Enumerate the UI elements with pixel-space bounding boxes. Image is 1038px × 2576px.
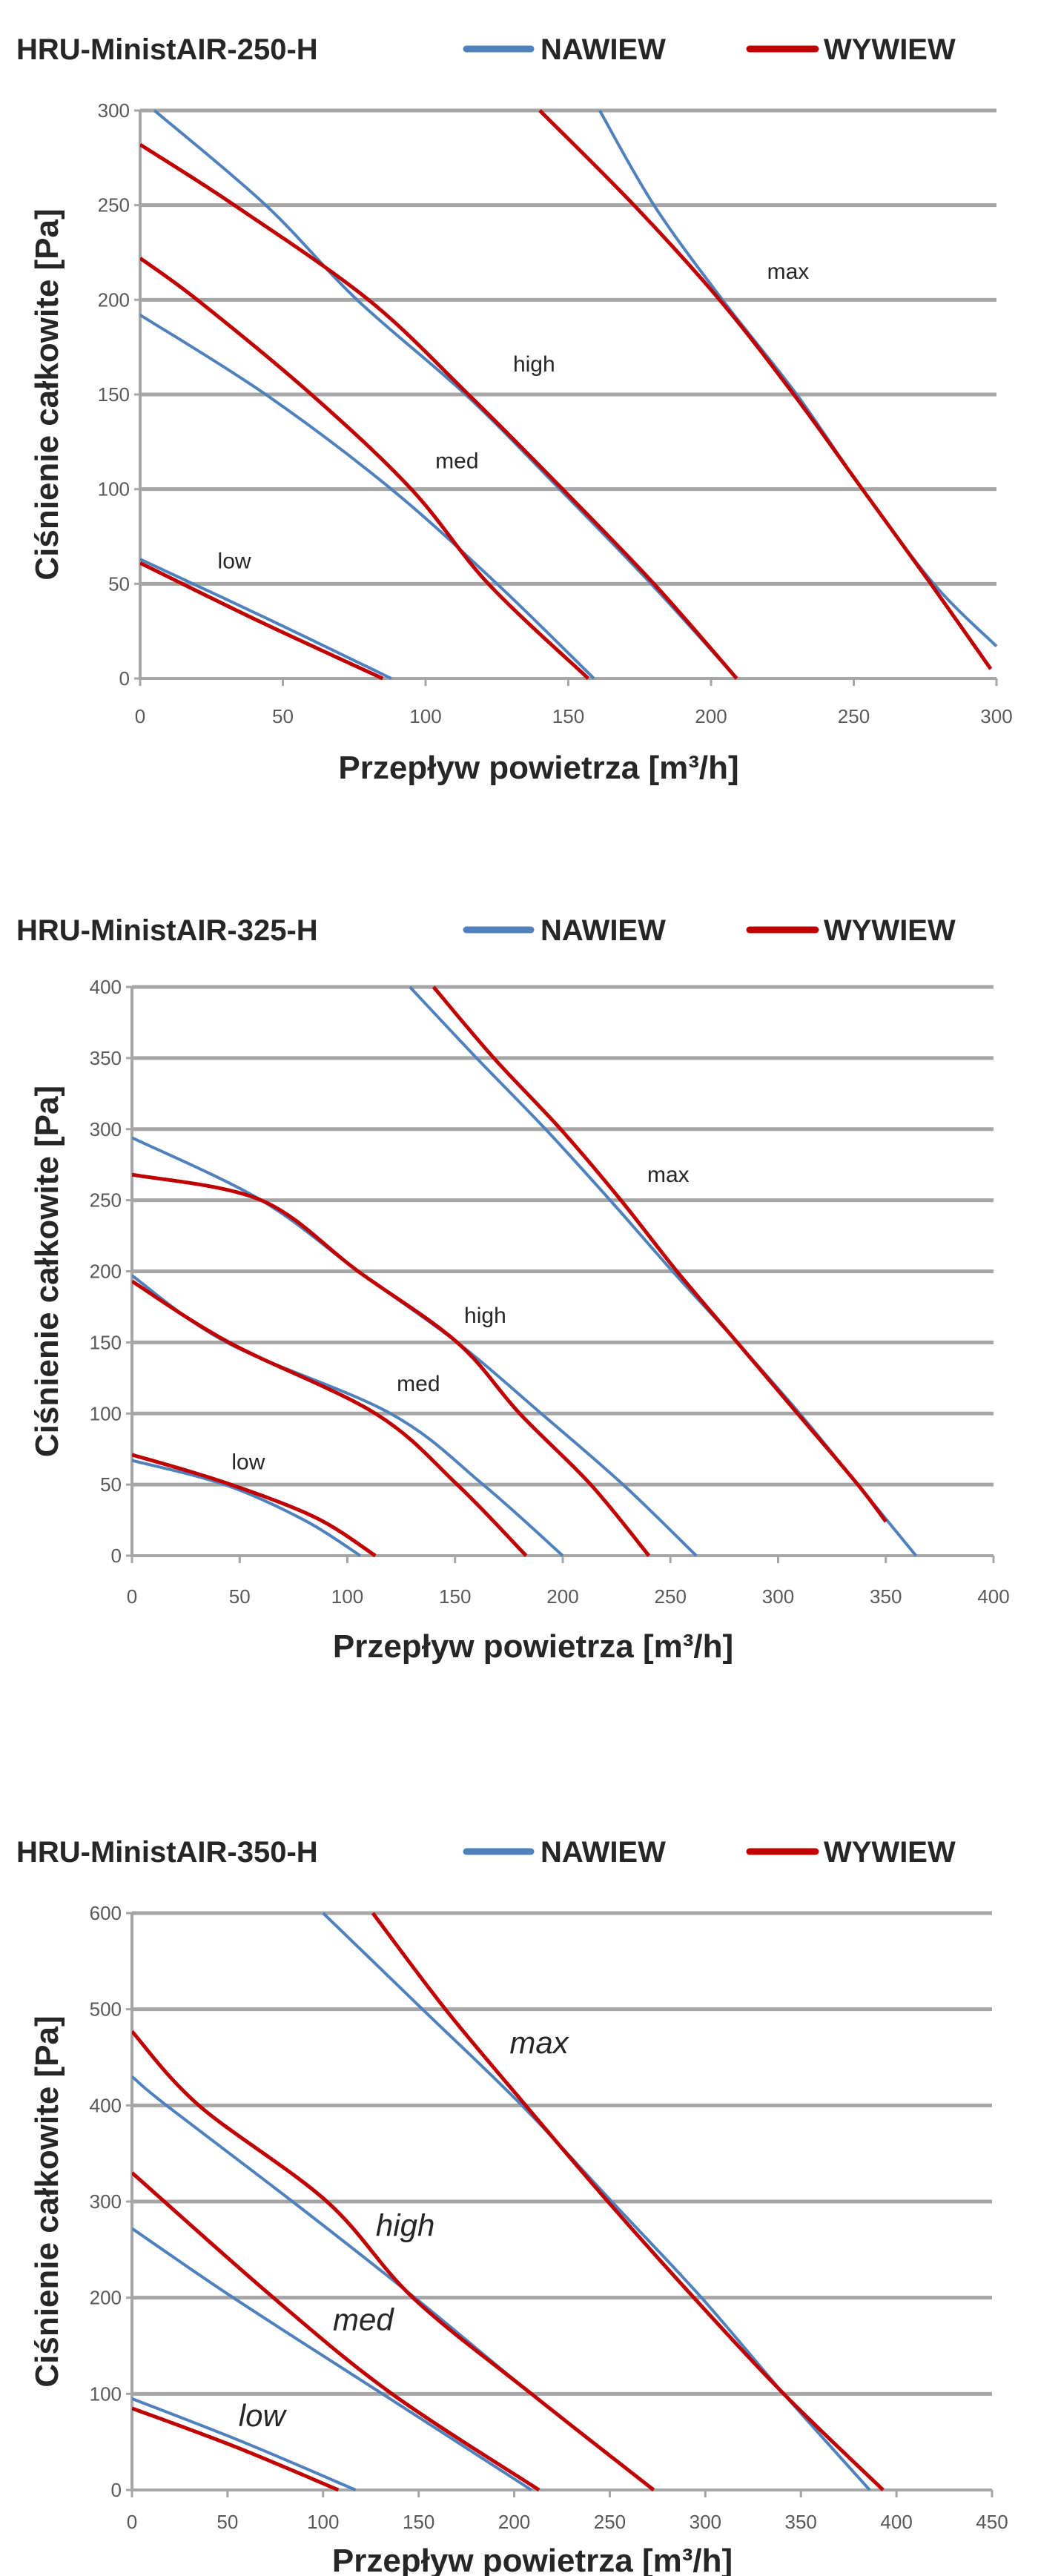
curve-wywiew-max xyxy=(538,109,993,670)
curve-label-low: low xyxy=(218,549,251,574)
curve-nawiew-low xyxy=(132,2397,357,2491)
y-tick-label: 50 xyxy=(100,1473,122,1496)
curve-wywiew-max xyxy=(432,985,887,1523)
y-tick-label: 300 xyxy=(98,99,130,122)
chart-title: HRU-MinistAIR-325-H xyxy=(16,914,318,947)
x-tick-label: 450 xyxy=(976,2511,1008,2533)
y-tick-label: 50 xyxy=(108,572,130,595)
x-tick-label: 0 xyxy=(127,2511,137,2533)
x-axis-title: Przepływ powietrza [m³/h] xyxy=(338,750,738,786)
curve-nawiew-max xyxy=(598,110,998,648)
y-tick-label: 300 xyxy=(90,2190,122,2213)
y-tick-label: 600 xyxy=(90,1902,122,1924)
y-tick-label: 250 xyxy=(98,194,130,217)
x-tick-label: 150 xyxy=(439,1585,471,1608)
x-tick-label: 300 xyxy=(980,705,1012,727)
x-tick-label: 150 xyxy=(403,2511,434,2533)
curve-label-high: high xyxy=(376,2207,434,2242)
x-tick-label: 300 xyxy=(762,1585,794,1608)
y-axis-title: Ciśnienie całkowite [Pa] xyxy=(29,1086,65,1457)
x-tick-label: 50 xyxy=(272,705,294,727)
curve-nawiew-low xyxy=(132,1459,362,1557)
x-axis-title: Przepływ powietrza [m³/h] xyxy=(332,2543,733,2576)
x-tick-label: 100 xyxy=(307,2511,339,2533)
x-tick-label: 100 xyxy=(331,1585,363,1608)
x-tick-label: 200 xyxy=(546,1585,578,1608)
chart-3: HRU-MinistAIR-350-H NAWIEW WYWIEW 0 100 200 30… xyxy=(16,1836,1008,2576)
y-tick-label: 100 xyxy=(98,478,130,501)
legend-label-wywiew: WYWIEW xyxy=(824,1836,956,1869)
x-tick-label: 50 xyxy=(229,1585,251,1608)
x-tick-label: 0 xyxy=(135,705,145,727)
y-tick-label: 150 xyxy=(98,383,130,406)
curve-wywiew-med xyxy=(140,257,590,680)
curve-wywiew-high xyxy=(132,1172,651,1557)
curve-label-low: low xyxy=(231,1450,265,1474)
curve-label-med: med xyxy=(435,449,478,473)
curve-label-max: max xyxy=(509,2025,569,2060)
x-tick-label: 200 xyxy=(695,705,727,727)
curve-wywiew-high xyxy=(140,142,738,680)
chart-title: HRU-MinistAIR-350-H xyxy=(16,1836,318,1869)
curve-label-high: high xyxy=(513,352,555,377)
curve-nawiew-med xyxy=(132,2227,532,2491)
x-tick-label: 250 xyxy=(655,1585,687,1608)
y-tick-label: 200 xyxy=(98,288,130,311)
y-axis-title: Ciśnienie całkowite [Pa] xyxy=(29,208,65,580)
x-tick-label: 250 xyxy=(838,705,870,727)
chart-1: HRU-MinistAIR-250-H NAWIEW WYWIEW 0 50 100 150… xyxy=(16,33,1013,786)
x-tick-label: 400 xyxy=(880,2511,912,2533)
y-tick-label: 0 xyxy=(111,2479,122,2501)
curve-label-max: max xyxy=(647,1163,690,1187)
x-tick-label: 350 xyxy=(785,2511,817,2533)
curve-label-med: med xyxy=(397,1372,440,1396)
y-tick-label: 400 xyxy=(90,2094,122,2116)
y-tick-label: 250 xyxy=(90,1189,122,1212)
y-tick-label: 100 xyxy=(90,2382,122,2405)
y-tick-label: 0 xyxy=(119,667,130,690)
x-tick-label: 250 xyxy=(594,2511,626,2533)
y-tick-label: 200 xyxy=(90,1261,122,1283)
x-tick-label: 300 xyxy=(690,2511,721,2533)
y-tick-label: 500 xyxy=(90,1998,122,2021)
y-axis-title: Ciśnienie całkowite [Pa] xyxy=(29,2015,65,2387)
curve-wywiew-high xyxy=(132,2030,655,2491)
legend-label-wywiew: WYWIEW xyxy=(824,33,956,66)
x-axis-title: Przepływ powietrza [m³/h] xyxy=(333,1628,733,1665)
x-tick-label: 100 xyxy=(409,705,441,727)
chart-2: HRU-MinistAIR-325-H NAWIEW WYWIEW 0 50 100 150… xyxy=(16,914,1010,1665)
y-tick-label: 300 xyxy=(90,1118,122,1140)
curve-label-high: high xyxy=(464,1304,506,1328)
chart-title: HRU-MinistAIR-250-H xyxy=(16,33,318,66)
curve-nawiew-high xyxy=(153,109,738,680)
x-tick-label: 150 xyxy=(552,705,584,727)
y-tick-label: 150 xyxy=(90,1331,122,1353)
y-tick-label: 200 xyxy=(90,2287,122,2309)
curve-label-low: low xyxy=(239,2398,288,2433)
y-tick-label: 400 xyxy=(90,976,122,998)
x-tick-label: 350 xyxy=(870,1585,902,1608)
curve-nawiew-med xyxy=(140,314,595,680)
x-tick-label: 400 xyxy=(977,1585,1009,1608)
curve-label-med: med xyxy=(333,2302,394,2336)
x-tick-label: 50 xyxy=(216,2511,238,2533)
y-tick-label: 0 xyxy=(111,1545,122,1567)
x-tick-label: 0 xyxy=(127,1585,137,1608)
curve-wywiew-med xyxy=(132,1279,528,1557)
curve-nawiew-low xyxy=(140,558,392,680)
curve-wywiew-max xyxy=(371,1912,885,2491)
legend-label-nawiew: NAWIEW xyxy=(541,914,666,947)
curve-wywiew-low xyxy=(140,561,384,680)
y-tick-label: 350 xyxy=(90,1047,122,1069)
legend-label-wywiew: WYWIEW xyxy=(824,914,956,947)
curve-wywiew-low xyxy=(132,1453,377,1557)
curve-wywiew-low xyxy=(132,2406,340,2491)
x-tick-label: 200 xyxy=(498,2511,530,2533)
y-tick-label: 100 xyxy=(90,1402,122,1424)
legend-label-nawiew: NAWIEW xyxy=(541,1836,666,1869)
curve-wywiew-med xyxy=(132,2171,541,2491)
legend-label-nawiew: NAWIEW xyxy=(541,33,666,66)
curve-label-max: max xyxy=(767,260,810,284)
